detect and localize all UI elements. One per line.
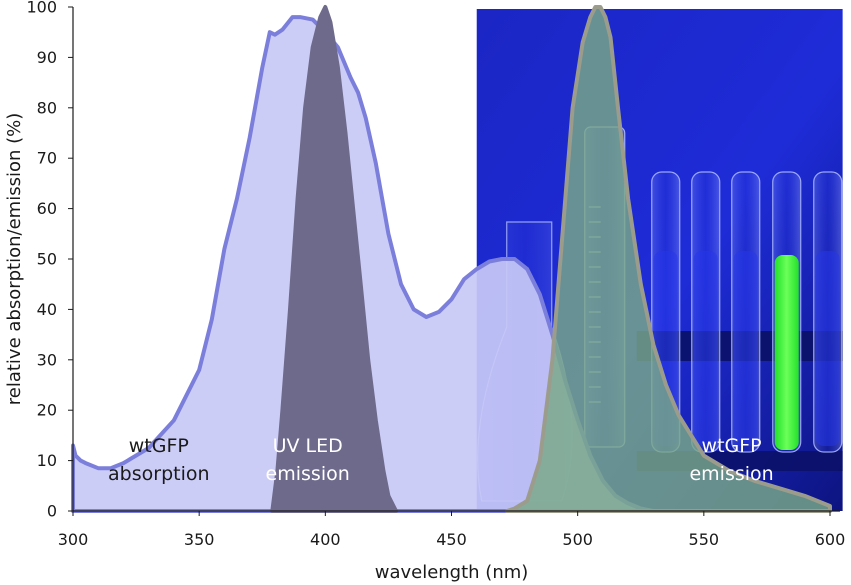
series-uv-led-emission: [270, 5, 398, 513]
x-tick-label: 400: [310, 530, 341, 549]
x-tick-label: 300: [58, 530, 89, 549]
x-tick-label: 350: [184, 530, 215, 549]
annotation-label: wtGFP absorption: [108, 435, 210, 485]
blue-liquid: [815, 251, 840, 446]
x-tick-label: 500: [562, 530, 593, 549]
annotation-line: emission: [266, 463, 350, 485]
annotation-label: wtGFP emission: [689, 435, 773, 485]
y-tick-label: 0: [47, 502, 57, 521]
y-tick-label: 70: [37, 149, 57, 168]
y-tick-label: 90: [37, 48, 57, 67]
y-tick-label: 40: [37, 300, 57, 319]
annotation-line: absorption: [108, 463, 210, 485]
background-photo: [476, 9, 843, 511]
annotation-line: emission: [689, 463, 773, 485]
y-tick-label: 20: [37, 401, 57, 420]
series-wtgfp-emission: [505, 5, 832, 513]
y-tick-label: 30: [37, 350, 57, 369]
y-tick-label: 10: [37, 451, 57, 470]
series-layer: [71, 5, 832, 513]
annotation-label: UV LED emission: [266, 435, 350, 485]
x-axis-title: wavelength (nm): [375, 562, 529, 583]
y-tick-label: 100: [26, 0, 57, 17]
blue-liquid: [733, 251, 758, 446]
blue-liquid: [693, 251, 718, 446]
annotation-line: wtGFP: [702, 435, 762, 457]
y-tick-label: 60: [37, 199, 57, 218]
x-tick-label: 450: [436, 530, 467, 549]
annotations: wtGFP absorption UV LED emission wtGFP emissi…: [108, 435, 774, 485]
y-axis-title: relative absorption/emission (%): [4, 113, 25, 406]
y-axis-ticks: 0 10 20 30 40 50 60 70 80 90 100: [26, 0, 73, 521]
x-axis-ticks: 300 350 400 450 500 550 600: [58, 511, 846, 549]
annotation-line: wtGFP: [129, 435, 189, 457]
x-tick-label: 600: [815, 530, 846, 549]
y-tick-label: 80: [37, 98, 57, 117]
green-fluorescent-liquid: [774, 255, 799, 450]
annotation-line: UV LED: [273, 435, 343, 457]
x-tick-label: 550: [689, 530, 720, 549]
y-tick-label: 50: [37, 250, 57, 269]
